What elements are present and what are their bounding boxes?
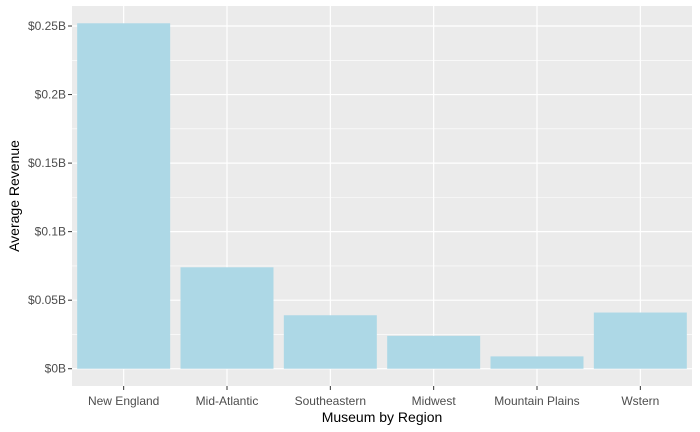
y-tick-label: $0.15B: [28, 156, 66, 170]
x-tick-label: Mountain Plains: [494, 394, 579, 408]
major-gridlines: [72, 6, 692, 386]
x-tick-label: Midwest: [412, 394, 457, 408]
bar: [77, 23, 171, 369]
y-tick-label: $0.1B: [35, 225, 66, 239]
y-tick-label: $0B: [45, 362, 66, 376]
x-tick-label: Wstern: [621, 394, 659, 408]
x-tick-label: Southeastern: [295, 394, 366, 408]
bar: [180, 267, 274, 369]
minor-gridlines: [72, 59, 692, 335]
y-tick-label: $0.25B: [28, 19, 66, 33]
x-tick-label: Mid-Atlantic: [196, 394, 259, 408]
bars: [77, 23, 687, 369]
y-axis-title: Average Revenue: [6, 140, 22, 252]
y-tick-label: $0.2B: [35, 88, 66, 102]
x-axis-ticks: New England Mid-Atlantic Southeastern Midwe…: [88, 386, 659, 408]
x-tick-label: New England: [88, 394, 159, 408]
bar: [283, 315, 377, 369]
bar: [593, 312, 687, 369]
bar: [490, 356, 584, 369]
x-axis-title: Museum by Region: [322, 409, 443, 425]
y-axis-ticks: $0B $0.05B $0.1B $0.15B $0.2B $0.25B: [28, 19, 72, 376]
bar: [387, 335, 481, 369]
y-tick-label: $0.05B: [28, 293, 66, 307]
panel-background: [72, 6, 692, 386]
